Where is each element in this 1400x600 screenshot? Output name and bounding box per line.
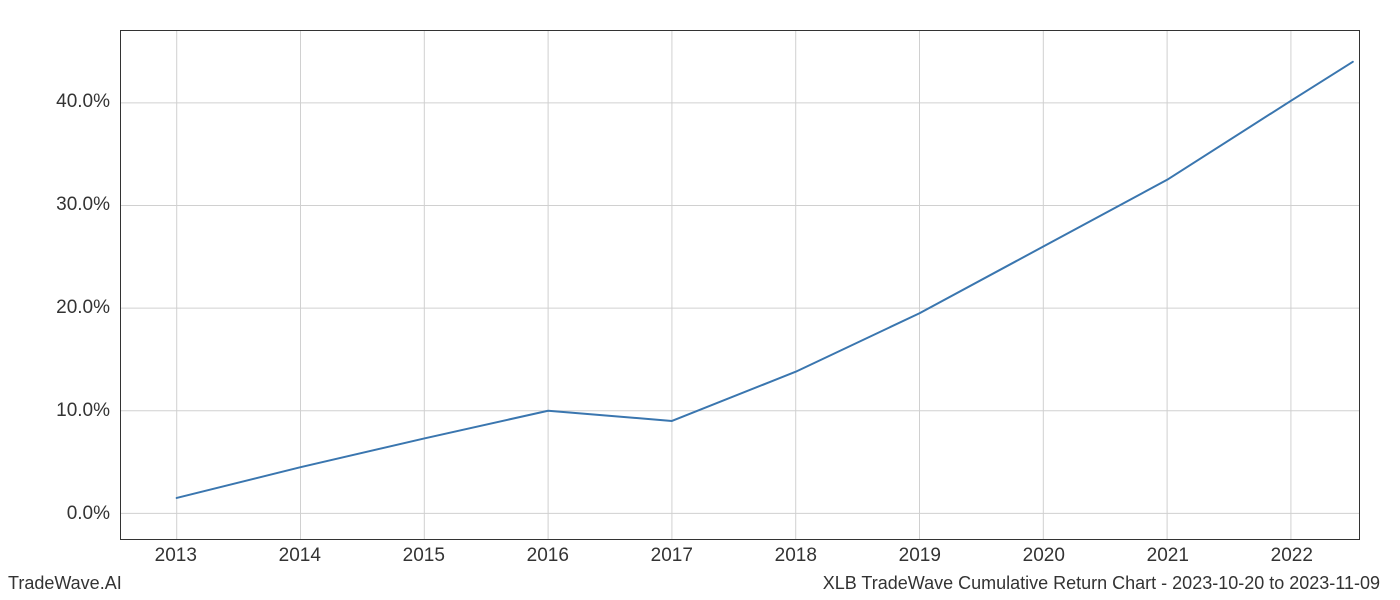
y-axis-tick-label: 40.0% <box>56 91 110 113</box>
x-axis-tick-label: 2021 <box>1147 545 1189 567</box>
footer-caption: XLB TradeWave Cumulative Return Chart - … <box>823 573 1380 594</box>
y-axis-tick-label: 0.0% <box>67 503 110 525</box>
y-axis-tick-label: 30.0% <box>56 194 110 216</box>
line-chart-svg <box>121 31 1359 539</box>
x-axis-tick-label: 2022 <box>1271 545 1313 567</box>
plot-area <box>120 30 1360 540</box>
y-axis-tick-label: 10.0% <box>56 400 110 422</box>
cumulative-return-line <box>177 62 1353 498</box>
chart-container <box>120 30 1360 540</box>
x-axis-tick-label: 2013 <box>155 545 197 567</box>
x-axis-tick-label: 2017 <box>651 545 693 567</box>
x-axis-tick-label: 2014 <box>279 545 321 567</box>
x-axis-tick-label: 2020 <box>1023 545 1065 567</box>
y-axis-tick-label: 20.0% <box>56 297 110 319</box>
x-axis-tick-label: 2019 <box>899 545 941 567</box>
x-axis-tick-label: 2015 <box>403 545 445 567</box>
footer-brand: TradeWave.AI <box>8 573 122 594</box>
x-axis-tick-label: 2016 <box>527 545 569 567</box>
x-axis-tick-label: 2018 <box>775 545 817 567</box>
